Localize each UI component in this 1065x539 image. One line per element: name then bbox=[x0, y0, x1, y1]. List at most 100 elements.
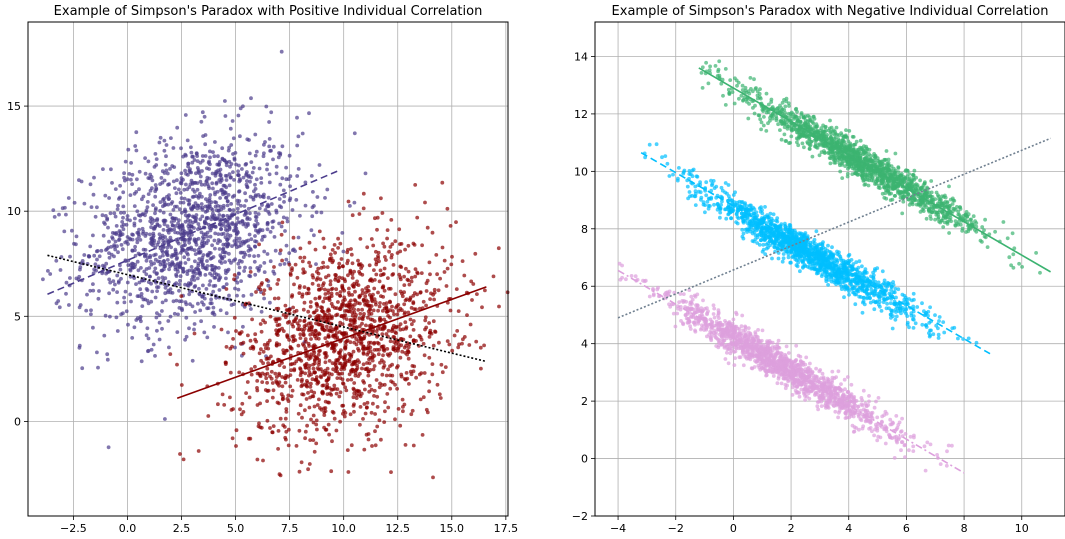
data-point bbox=[704, 193, 709, 198]
data-point bbox=[315, 195, 320, 199]
data-point bbox=[216, 154, 220, 159]
data-point bbox=[217, 160, 222, 164]
data-point bbox=[205, 306, 210, 311]
data-point bbox=[341, 264, 345, 269]
data-point bbox=[310, 377, 315, 382]
data-point bbox=[348, 340, 353, 345]
data-point bbox=[182, 196, 187, 201]
data-point bbox=[224, 178, 229, 182]
data-point bbox=[907, 176, 912, 181]
data-point bbox=[302, 327, 307, 331]
data-point bbox=[201, 283, 205, 288]
data-point bbox=[361, 346, 365, 351]
data-point bbox=[218, 167, 223, 172]
data-point bbox=[403, 298, 408, 303]
data-point bbox=[389, 470, 393, 474]
data-point bbox=[980, 225, 985, 229]
data-point bbox=[158, 208, 163, 213]
data-point bbox=[364, 290, 368, 295]
data-point bbox=[192, 237, 197, 242]
data-point bbox=[983, 217, 987, 222]
data-point bbox=[137, 169, 142, 174]
data-point bbox=[372, 268, 376, 272]
data-point bbox=[41, 277, 45, 282]
data-point bbox=[431, 292, 435, 297]
data-point bbox=[291, 324, 296, 329]
data-point bbox=[208, 149, 212, 154]
data-point bbox=[277, 317, 282, 321]
data-point bbox=[900, 211, 905, 216]
data-point bbox=[258, 401, 262, 406]
data-point bbox=[875, 176, 880, 181]
data-point bbox=[209, 297, 214, 302]
data-point bbox=[158, 255, 162, 260]
data-point bbox=[220, 256, 225, 261]
data-point bbox=[348, 319, 353, 323]
data-point bbox=[190, 195, 195, 199]
data-point bbox=[924, 216, 929, 221]
data-point bbox=[95, 350, 99, 355]
data-point bbox=[257, 166, 262, 171]
data-point bbox=[344, 388, 349, 393]
data-point bbox=[105, 216, 110, 221]
data-point bbox=[766, 102, 771, 107]
data-point bbox=[169, 220, 174, 224]
data-point bbox=[835, 144, 840, 148]
data-point bbox=[311, 420, 316, 425]
data-point bbox=[214, 181, 219, 186]
data-point bbox=[761, 242, 766, 247]
data-point bbox=[347, 293, 352, 297]
data-point bbox=[264, 104, 269, 109]
data-point bbox=[341, 299, 345, 303]
data-point bbox=[210, 311, 215, 316]
data-point bbox=[496, 246, 501, 251]
data-point bbox=[306, 467, 310, 472]
data-point bbox=[268, 259, 273, 264]
data-point bbox=[753, 87, 758, 91]
data-point bbox=[152, 253, 156, 258]
data-point bbox=[415, 270, 419, 275]
data-point bbox=[208, 193, 213, 197]
data-point bbox=[271, 269, 276, 274]
data-point bbox=[853, 150, 858, 154]
data-point bbox=[219, 232, 224, 237]
data-point bbox=[261, 349, 266, 354]
data-point bbox=[288, 174, 293, 179]
data-point bbox=[264, 357, 269, 361]
data-point bbox=[413, 183, 418, 187]
data-point bbox=[248, 270, 253, 274]
data-point bbox=[236, 169, 241, 174]
data-point bbox=[936, 193, 940, 198]
data-point bbox=[225, 174, 229, 178]
plot-frame bbox=[27, 21, 509, 517]
data-point bbox=[883, 158, 887, 163]
data-point bbox=[796, 143, 801, 148]
data-point bbox=[358, 301, 362, 306]
data-point bbox=[403, 320, 408, 325]
data-point bbox=[950, 202, 955, 206]
data-point bbox=[226, 193, 231, 197]
data-point bbox=[287, 153, 292, 158]
data-point bbox=[383, 255, 387, 259]
data-point bbox=[379, 337, 384, 341]
data-point bbox=[224, 345, 229, 349]
data-point bbox=[821, 131, 826, 136]
data-point bbox=[782, 132, 787, 137]
data-point bbox=[209, 263, 214, 268]
data-point bbox=[217, 213, 222, 217]
data-point bbox=[880, 269, 885, 274]
data-point bbox=[227, 225, 231, 229]
data-point bbox=[352, 402, 356, 407]
data-point bbox=[911, 326, 916, 330]
data-point bbox=[113, 282, 117, 287]
data-point bbox=[259, 181, 264, 185]
data-point bbox=[896, 165, 901, 170]
data-point bbox=[196, 222, 201, 226]
data-point bbox=[310, 214, 315, 219]
data-point bbox=[840, 176, 845, 181]
data-point bbox=[135, 230, 140, 235]
data-point bbox=[153, 211, 157, 216]
data-point bbox=[439, 362, 444, 367]
data-point bbox=[195, 159, 200, 164]
data-point bbox=[278, 251, 282, 256]
